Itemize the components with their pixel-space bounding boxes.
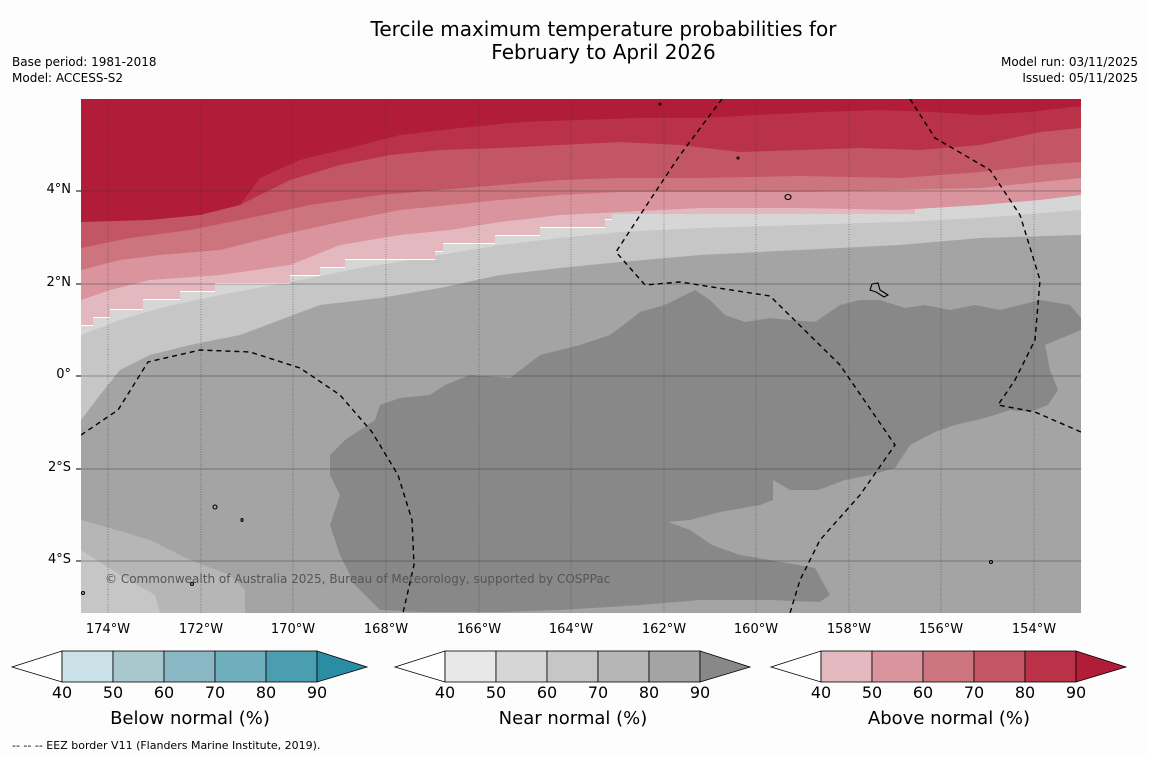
title-line-2: February to April 2026 xyxy=(491,40,716,64)
island xyxy=(240,517,244,523)
lon-label: 166°W xyxy=(456,622,502,637)
colorbar-near xyxy=(393,650,752,683)
colorbar-near-swatch xyxy=(597,650,650,683)
lon-label: 164°W xyxy=(548,622,594,637)
base-period-text: Base period: 1981-2018 xyxy=(12,55,157,69)
colorbar-above-label: Above normal (%) xyxy=(867,708,1031,729)
colorbar-below-swatch xyxy=(112,650,165,683)
copyright-note: © Commonwealth of Australia 2025, Bureau… xyxy=(105,572,611,586)
island xyxy=(988,559,994,565)
model-run-text: Model run: 03/11/2025 xyxy=(1000,55,1138,69)
tick-label: 60 xyxy=(536,683,558,702)
colorbar-below-swatch xyxy=(61,650,114,683)
island xyxy=(869,282,890,298)
tick-label: 80 xyxy=(255,683,277,702)
lon-label: 162°W xyxy=(641,622,687,637)
tick-label: 70 xyxy=(963,683,985,702)
colorbar-near-swatch xyxy=(546,650,599,683)
tick-label: 80 xyxy=(638,683,660,702)
lon-label: 156°W xyxy=(918,622,964,637)
colorbar-below-label: Below normal (%) xyxy=(110,708,270,729)
tick-label: 40 xyxy=(51,683,73,702)
lon-label: 168°W xyxy=(363,622,409,637)
island xyxy=(212,504,218,510)
eez-border-west xyxy=(81,349,415,613)
near-90-region xyxy=(330,290,1081,612)
map-layers xyxy=(81,99,1081,613)
title-line-1: Tercile maximum temperature probabilitie… xyxy=(370,17,837,41)
island xyxy=(736,156,740,160)
model-text: Model: ACCESS-S2 xyxy=(12,71,124,85)
colorbar-above-swatch xyxy=(871,650,924,683)
colorbar-below-max-arrow xyxy=(316,650,369,683)
colorbar-near-swatch xyxy=(495,650,548,683)
colorbar-above-swatch xyxy=(820,650,873,683)
graticule xyxy=(107,99,1035,613)
colorbar-below-min-arrow xyxy=(10,650,63,683)
colorbar-above-max-arrow xyxy=(1075,650,1128,683)
lon-label: 172°W xyxy=(178,622,224,637)
colorbar-below-swatch xyxy=(163,650,216,683)
colorbar-near-swatch xyxy=(648,650,701,683)
tick-label: 90 xyxy=(306,683,328,702)
above-90-band xyxy=(81,99,1081,222)
eez-border-note: -- -- -- EEZ border V11 (Flanders Marine… xyxy=(12,739,321,752)
lat-label: 4°N xyxy=(46,182,72,197)
tick-label: 80 xyxy=(1014,683,1036,702)
colorbar-above-swatch xyxy=(973,650,1026,683)
lat-label: 2°N xyxy=(46,275,72,290)
colorbar-near-min-arrow xyxy=(393,650,446,683)
lon-label: 154°W xyxy=(1011,622,1057,637)
lat-label: 2°S xyxy=(47,460,71,475)
issued-text: Issued: 05/11/2025 xyxy=(1022,71,1138,85)
island xyxy=(658,102,662,106)
axis-ticks xyxy=(76,190,81,562)
tick-label: 50 xyxy=(861,683,883,702)
colorbar-above-swatch xyxy=(1024,650,1077,683)
islands xyxy=(80,102,994,596)
lat-label: 0° xyxy=(56,367,71,382)
tick-label: 60 xyxy=(912,683,934,702)
lon-label: 160°W xyxy=(733,622,779,637)
colorbar-above-min-arrow xyxy=(769,650,822,683)
colorbar-near-swatch xyxy=(444,650,497,683)
colorbar-above xyxy=(769,650,1128,683)
graticule-lat xyxy=(81,190,1081,562)
map-title: Tercile maximum temperature probabilitie… xyxy=(0,18,1150,64)
island xyxy=(80,590,86,596)
meta-left: Base period: 1981-2018 Model: ACCESS-S2 xyxy=(12,54,157,86)
colorbar-below xyxy=(10,650,369,683)
island xyxy=(784,193,792,201)
lon-label: 170°W xyxy=(270,622,316,637)
tick-label: 50 xyxy=(102,683,124,702)
island xyxy=(189,581,195,587)
tick-label: 40 xyxy=(434,683,456,702)
tick-label: 60 xyxy=(153,683,175,702)
colorbar-above-swatch xyxy=(922,650,975,683)
lon-label: 174°W xyxy=(85,622,131,637)
tick-label: 90 xyxy=(689,683,711,702)
tick-label: 40 xyxy=(810,683,832,702)
tick-label: 90 xyxy=(1065,683,1087,702)
colorbar-below-swatch xyxy=(214,650,267,683)
lon-label: 158°W xyxy=(826,622,872,637)
tick-label: 50 xyxy=(485,683,507,702)
lat-label: 4°S xyxy=(47,552,71,567)
near-60-southwest xyxy=(81,550,160,613)
tick-label: 70 xyxy=(587,683,609,702)
colorbar-near-label: Near normal (%) xyxy=(498,708,648,729)
meta-right: Model run: 03/11/2025 Issued: 05/11/2025 xyxy=(1001,54,1138,86)
colorbar-below-swatch xyxy=(265,650,318,683)
colorbar-near-max-arrow xyxy=(699,650,752,683)
tick-label: 70 xyxy=(204,683,226,702)
eez-border-east xyxy=(909,99,1081,433)
eez-borders xyxy=(81,99,1081,613)
